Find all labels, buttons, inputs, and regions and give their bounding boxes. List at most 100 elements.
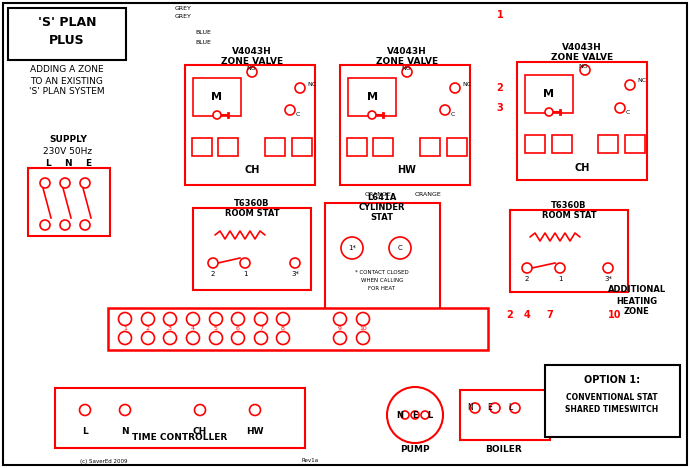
Text: PLUS: PLUS bbox=[49, 34, 85, 46]
Circle shape bbox=[232, 313, 244, 326]
Text: 3: 3 bbox=[168, 327, 172, 331]
Circle shape bbox=[210, 313, 222, 326]
Text: CH: CH bbox=[244, 165, 259, 175]
Circle shape bbox=[295, 83, 305, 93]
Text: M: M bbox=[544, 89, 555, 99]
Bar bbox=[420, 138, 440, 156]
Text: GREY: GREY bbox=[175, 6, 192, 10]
Circle shape bbox=[625, 80, 635, 90]
Text: E: E bbox=[412, 410, 418, 419]
Circle shape bbox=[450, 83, 460, 93]
Circle shape bbox=[490, 403, 500, 413]
Text: L641A: L641A bbox=[367, 193, 397, 203]
Circle shape bbox=[615, 103, 625, 113]
Text: 2: 2 bbox=[506, 310, 513, 320]
Text: ROOM STAT: ROOM STAT bbox=[225, 209, 279, 218]
Text: ADDITIONAL: ADDITIONAL bbox=[608, 285, 666, 294]
Text: T6360B: T6360B bbox=[234, 198, 270, 207]
Text: 7: 7 bbox=[259, 327, 263, 331]
Bar bbox=[447, 138, 467, 156]
Bar bbox=[347, 138, 367, 156]
Text: 7: 7 bbox=[546, 310, 553, 320]
Text: OPTION 1:: OPTION 1: bbox=[584, 375, 640, 385]
Text: M: M bbox=[366, 92, 377, 102]
Circle shape bbox=[357, 331, 370, 344]
Bar bbox=[193, 208, 311, 290]
Circle shape bbox=[80, 220, 90, 230]
Text: HW: HW bbox=[397, 165, 417, 175]
Bar bbox=[265, 138, 285, 156]
Bar bbox=[552, 135, 572, 153]
Circle shape bbox=[213, 111, 221, 119]
Circle shape bbox=[402, 67, 412, 77]
Text: T6360B: T6360B bbox=[551, 200, 586, 210]
Bar bbox=[55, 388, 305, 448]
Bar bbox=[193, 78, 241, 116]
Text: 1*: 1* bbox=[348, 245, 356, 251]
Text: NC: NC bbox=[307, 81, 316, 87]
Text: E: E bbox=[488, 403, 493, 412]
Bar bbox=[340, 65, 470, 185]
Circle shape bbox=[80, 178, 90, 188]
Text: ADDING A ZONE: ADDING A ZONE bbox=[30, 66, 104, 74]
Text: CH: CH bbox=[193, 427, 207, 437]
Text: ROOM STAT: ROOM STAT bbox=[542, 211, 596, 219]
Circle shape bbox=[164, 331, 177, 344]
Text: 2: 2 bbox=[525, 276, 529, 282]
Text: E: E bbox=[85, 159, 91, 168]
Text: 'S' PLAN: 'S' PLAN bbox=[38, 16, 96, 29]
Text: 1: 1 bbox=[123, 327, 127, 331]
Text: STAT: STAT bbox=[371, 213, 393, 222]
Bar bbox=[490, 8, 678, 356]
Circle shape bbox=[250, 404, 261, 416]
Text: ZONE VALVE: ZONE VALVE bbox=[376, 58, 438, 66]
Text: 10: 10 bbox=[609, 310, 622, 320]
Text: NO: NO bbox=[246, 66, 256, 71]
Text: 6: 6 bbox=[236, 327, 240, 331]
Bar bbox=[8, 8, 126, 60]
Circle shape bbox=[119, 404, 130, 416]
Circle shape bbox=[255, 313, 268, 326]
Circle shape bbox=[232, 331, 244, 344]
Bar bbox=[525, 135, 545, 153]
Bar bbox=[545, 365, 680, 437]
Circle shape bbox=[357, 313, 370, 326]
Circle shape bbox=[389, 237, 411, 259]
Bar bbox=[108, 308, 488, 350]
Text: 1: 1 bbox=[558, 276, 562, 282]
Bar bbox=[625, 135, 645, 153]
Circle shape bbox=[255, 331, 268, 344]
Circle shape bbox=[79, 404, 90, 416]
Bar bbox=[325, 22, 500, 200]
Bar bbox=[460, 390, 550, 440]
Circle shape bbox=[333, 313, 346, 326]
Text: C: C bbox=[451, 112, 455, 117]
Circle shape bbox=[60, 178, 70, 188]
Circle shape bbox=[186, 331, 199, 344]
Text: V4043H: V4043H bbox=[232, 47, 272, 57]
Text: NO: NO bbox=[401, 66, 411, 71]
Circle shape bbox=[141, 313, 155, 326]
Bar bbox=[373, 138, 393, 156]
Bar bbox=[163, 22, 338, 200]
Text: 'S' PLAN SYSTEM: 'S' PLAN SYSTEM bbox=[29, 88, 105, 96]
Circle shape bbox=[240, 258, 250, 268]
Circle shape bbox=[285, 105, 295, 115]
Text: V4043H: V4043H bbox=[387, 47, 427, 57]
Text: L: L bbox=[45, 159, 51, 168]
Bar bbox=[517, 62, 647, 180]
Bar bbox=[325, 203, 440, 313]
Bar bbox=[218, 138, 238, 156]
Bar bbox=[598, 135, 618, 153]
Circle shape bbox=[440, 105, 450, 115]
Text: FOR HEAT: FOR HEAT bbox=[368, 285, 395, 291]
Text: 2: 2 bbox=[211, 271, 215, 277]
Text: 10: 10 bbox=[359, 327, 367, 331]
Text: NO: NO bbox=[578, 64, 588, 68]
Text: HW: HW bbox=[246, 427, 264, 437]
Circle shape bbox=[195, 404, 206, 416]
Text: 230V 50Hz: 230V 50Hz bbox=[43, 146, 92, 155]
Text: 8: 8 bbox=[281, 327, 285, 331]
Circle shape bbox=[40, 220, 50, 230]
Bar bbox=[28, 168, 110, 236]
